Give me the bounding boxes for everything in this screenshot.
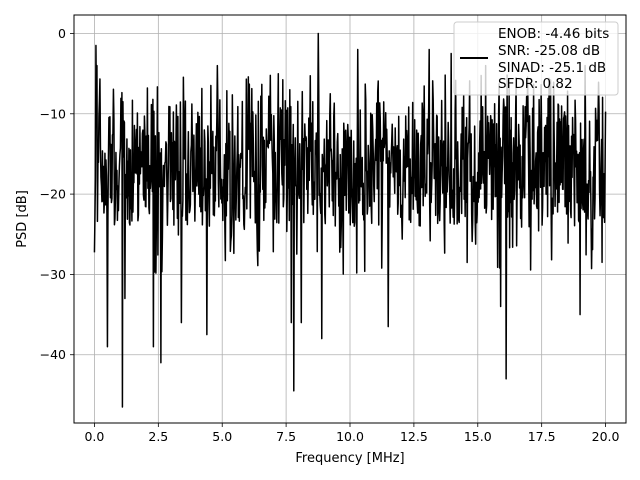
series-group (93, 32, 607, 408)
y-tick-label: −20 (40, 187, 66, 202)
x-axis-label: Frequency [MHz] (295, 451, 404, 466)
legend-entry-sinad: SINAD: -25.1 dB (498, 60, 606, 76)
y-axis: 0 −10 −20 −30 −40 (40, 26, 74, 362)
legend-box (453, 21, 619, 96)
y-tick-label: −10 (40, 106, 66, 121)
legend: ENOB: -4.46 bits SNR: -25.08 dB SINAD: -… (453, 21, 619, 96)
x-tick-label: 5.0 (212, 429, 232, 444)
x-tick-label: 15.0 (464, 429, 492, 444)
x-tick-label: 12.5 (400, 429, 428, 444)
psd-series-line (93, 32, 607, 408)
legend-entry-sfdr: SFDR: 0.82 (498, 76, 573, 92)
y-axis-label: PSD [dB] (15, 190, 30, 248)
x-tick-label: 0.0 (84, 429, 104, 444)
x-tick-label: 2.5 (148, 429, 168, 444)
x-tick-label: 17.5 (528, 429, 556, 444)
y-tick-label: −30 (40, 267, 66, 282)
x-tick-label: 7.5 (276, 429, 296, 444)
legend-entry-enob: ENOB: -4.46 bits (498, 26, 609, 42)
y-tick-label: 0 (58, 26, 66, 41)
x-tick-label: 10.0 (336, 429, 364, 444)
legend-entry-snr: SNR: -25.08 dB (498, 43, 600, 59)
y-tick-label: −40 (40, 347, 66, 362)
x-axis: 0.0 2.5 5.0 7.5 10.0 12.5 15.0 17.5 20.0 (84, 423, 620, 444)
x-tick-label: 20.0 (592, 429, 620, 444)
